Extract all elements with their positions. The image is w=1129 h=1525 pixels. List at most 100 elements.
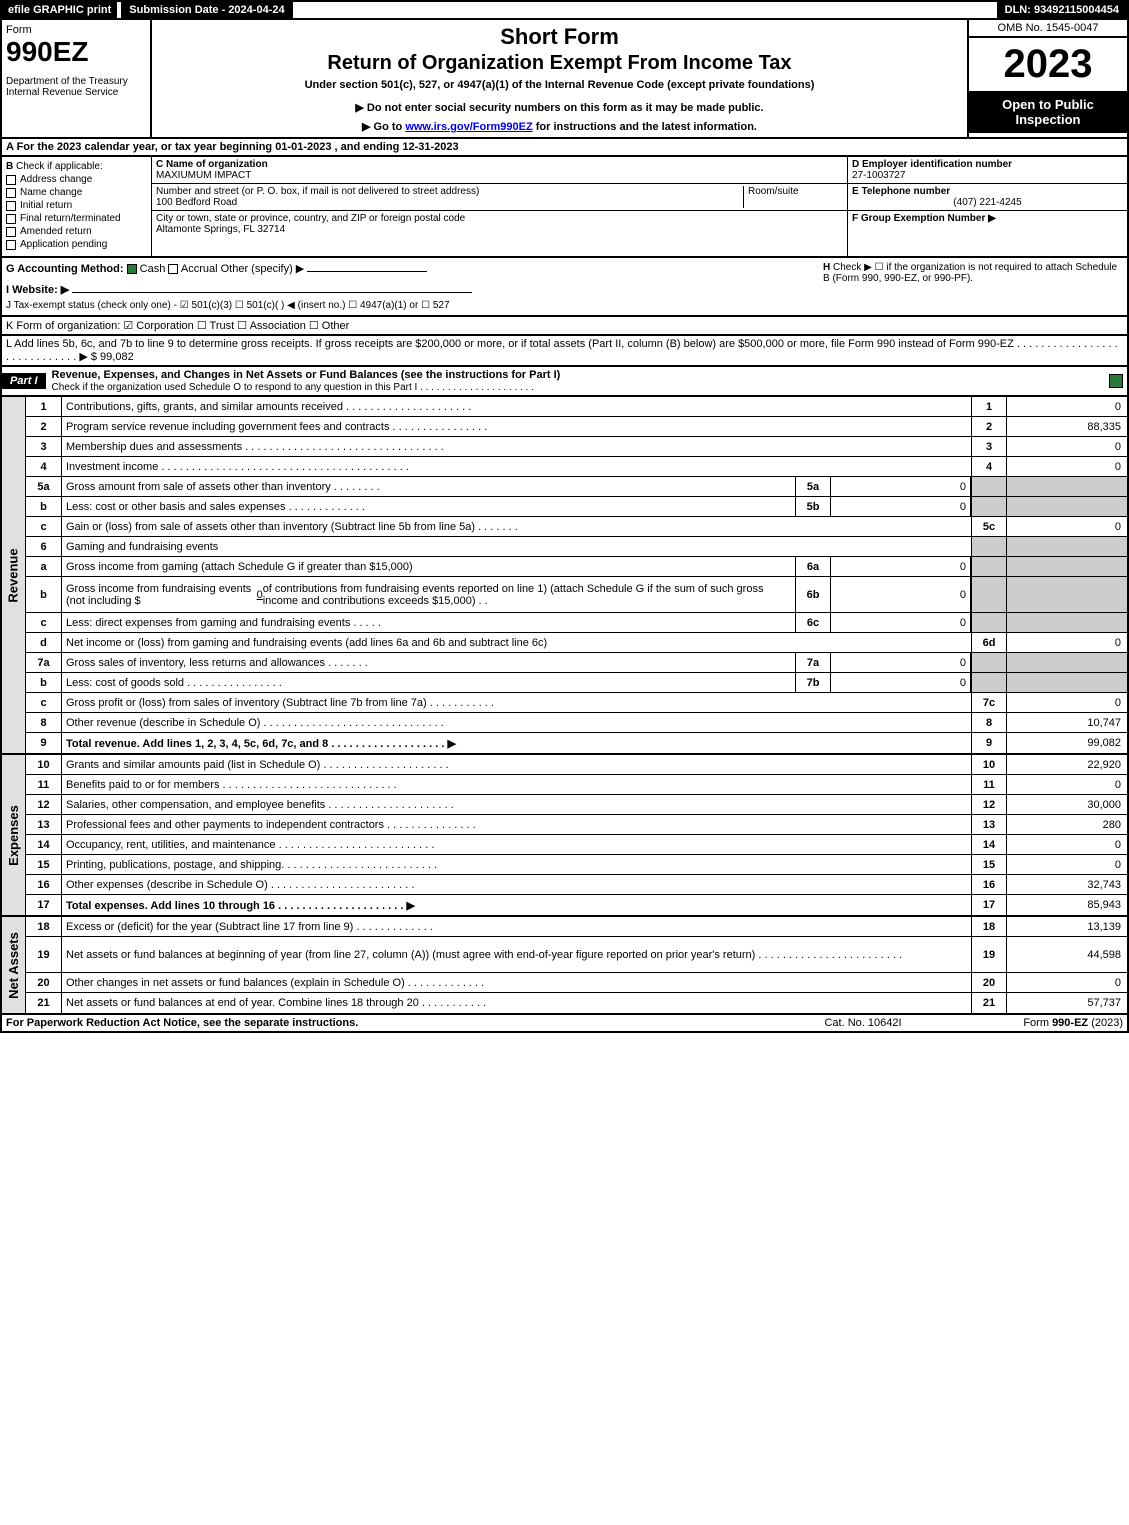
cat-no: Cat. No. 10642I bbox=[763, 1017, 963, 1029]
accrual-label: Accrual bbox=[181, 263, 218, 275]
checkbox-name-change[interactable] bbox=[6, 188, 16, 198]
checkbox-accrual[interactable] bbox=[168, 264, 178, 274]
line-8-desc: Other revenue (describe in Schedule O) .… bbox=[62, 713, 971, 732]
line-7a-shaded-val bbox=[1007, 653, 1127, 672]
line-14-desc: Occupancy, rent, utilities, and maintena… bbox=[62, 835, 971, 854]
part-1-checkbox[interactable] bbox=[1109, 374, 1123, 388]
line-5c-num: 5c bbox=[971, 517, 1007, 536]
line-12-num: 12 bbox=[971, 795, 1007, 814]
final-return-label: Final return/terminated bbox=[20, 213, 121, 224]
line-3-no: 3 bbox=[26, 437, 62, 456]
website-input[interactable] bbox=[72, 292, 472, 293]
line-6c-desc: Less: direct expenses from gaming and fu… bbox=[62, 613, 795, 632]
check-applicable-label: Check if applicable: bbox=[16, 161, 103, 172]
other-specify-input[interactable] bbox=[307, 271, 427, 272]
line-15-no: 15 bbox=[26, 855, 62, 874]
top-bar: efile GRAPHIC print Submission Date - 20… bbox=[0, 0, 1129, 20]
line-19-val: 44,598 bbox=[1007, 937, 1127, 972]
checkbox-amended-return[interactable] bbox=[6, 227, 16, 237]
line-20-num: 20 bbox=[971, 973, 1007, 992]
line-6c-no: c bbox=[26, 613, 62, 632]
line-7b-shaded-val bbox=[1007, 673, 1127, 692]
netassets-table: Net Assets 18Excess or (deficit) for the… bbox=[0, 917, 1129, 1015]
line-5c-val: 0 bbox=[1007, 517, 1127, 536]
line-6c-shaded-val bbox=[1007, 613, 1127, 632]
line-5b-sub: 5b bbox=[795, 497, 831, 516]
line-5a-sub: 5a bbox=[795, 477, 831, 496]
line-9-no: 9 bbox=[26, 733, 62, 753]
line-19-desc: Net assets or fund balances at beginning… bbox=[62, 937, 971, 972]
line-5c-no: c bbox=[26, 517, 62, 536]
checkbox-address-change[interactable] bbox=[6, 175, 16, 185]
line-11-val: 0 bbox=[1007, 775, 1127, 794]
line-4-num: 4 bbox=[971, 457, 1007, 476]
line-14-num: 14 bbox=[971, 835, 1007, 854]
line-6c-shaded bbox=[971, 613, 1007, 632]
line-21-num: 21 bbox=[971, 993, 1007, 1013]
ssn-warning: ▶ Do not enter social security numbers o… bbox=[156, 101, 963, 114]
line-1-val: 0 bbox=[1007, 397, 1127, 416]
line-16-val: 32,743 bbox=[1007, 875, 1127, 894]
line-7b-subval: 0 bbox=[831, 673, 971, 692]
line-5b-shaded bbox=[971, 497, 1007, 516]
irs-link[interactable]: www.irs.gov/Form990EZ bbox=[405, 121, 532, 133]
line-7b-desc: Less: cost of goods sold . . . . . . . .… bbox=[62, 673, 795, 692]
part-1-title-text: Revenue, Expenses, and Changes in Net As… bbox=[52, 369, 561, 381]
line-16-no: 16 bbox=[26, 875, 62, 894]
checkbox-application-pending[interactable] bbox=[6, 240, 16, 250]
line-6b-subval: 0 bbox=[831, 577, 971, 612]
line-6-shaded bbox=[971, 537, 1007, 556]
section-e-label: E Telephone number bbox=[852, 186, 1123, 197]
line-6-no: 6 bbox=[26, 537, 62, 556]
line-12-desc: Salaries, other compensation, and employ… bbox=[62, 795, 971, 814]
info-right: D Employer identification number 27-1003… bbox=[847, 157, 1127, 256]
line-3-desc: Membership dues and assessments . . . . … bbox=[62, 437, 971, 456]
line-4-desc: Investment income . . . . . . . . . . . … bbox=[62, 457, 971, 476]
revenue-label-text: Revenue bbox=[6, 548, 21, 602]
street-value: 100 Bedford Road bbox=[156, 197, 743, 208]
expenses-label-text: Expenses bbox=[6, 805, 21, 866]
name-change-label: Name change bbox=[20, 187, 82, 198]
line-5b-desc: Less: cost or other basis and sales expe… bbox=[62, 497, 795, 516]
short-form-title: Short Form bbox=[156, 24, 963, 50]
line-18-val: 13,139 bbox=[1007, 917, 1127, 936]
section-h-text: Check ▶ ☐ if the organization is not req… bbox=[823, 262, 1117, 284]
footer-form-prefix: Form bbox=[1023, 1017, 1052, 1029]
netassets-label-text: Net Assets bbox=[6, 932, 21, 999]
line-7b-sub: 7b bbox=[795, 673, 831, 692]
checkbox-initial-return[interactable] bbox=[6, 201, 16, 211]
form-title: Return of Organization Exempt From Incom… bbox=[156, 52, 963, 75]
line-4-val: 0 bbox=[1007, 457, 1127, 476]
part-1-header: Part I Revenue, Expenses, and Changes in… bbox=[0, 367, 1129, 397]
cash-label: Cash bbox=[140, 263, 166, 275]
line-21-val: 57,737 bbox=[1007, 993, 1127, 1013]
page-footer: For Paperwork Reduction Act Notice, see … bbox=[0, 1015, 1129, 1033]
ein-value: 27-1003727 bbox=[852, 170, 1123, 181]
form-subtitle: Under section 501(c), 527, or 4947(a)(1)… bbox=[156, 79, 963, 91]
line-17-desc: Total expenses. Add lines 10 through 16 … bbox=[62, 895, 971, 915]
line-19-no: 19 bbox=[26, 937, 62, 972]
line-7c-num: 7c bbox=[971, 693, 1007, 712]
tax-year: 2023 bbox=[969, 38, 1127, 91]
line-6b-no: b bbox=[26, 577, 62, 612]
line-7a-no: 7a bbox=[26, 653, 62, 672]
line-6d-num: 6d bbox=[971, 633, 1007, 652]
line-1-no: 1 bbox=[26, 397, 62, 416]
revenue-side-label: Revenue bbox=[2, 397, 26, 753]
section-g-h: G Accounting Method: Cash Accrual Other … bbox=[0, 258, 1129, 317]
line-2-val: 88,335 bbox=[1007, 417, 1127, 436]
line-6a-sub: 6a bbox=[795, 557, 831, 576]
line-2-no: 2 bbox=[26, 417, 62, 436]
section-b: B Check if applicable: Address change Na… bbox=[2, 157, 152, 256]
line-7a-subval: 0 bbox=[831, 653, 971, 672]
line-6b-desc1: Gross income from fundraising events (no… bbox=[66, 583, 257, 607]
line-7b-shaded bbox=[971, 673, 1007, 692]
omb-number: OMB No. 1545-0047 bbox=[969, 20, 1127, 38]
line-8-no: 8 bbox=[26, 713, 62, 732]
line-10-no: 10 bbox=[26, 755, 62, 774]
checkbox-final-return[interactable] bbox=[6, 214, 16, 224]
line-6c-subval: 0 bbox=[831, 613, 971, 632]
line-1-num: 1 bbox=[971, 397, 1007, 416]
department-label: Department of the Treasury Internal Reve… bbox=[6, 76, 146, 98]
checkbox-cash[interactable] bbox=[127, 264, 137, 274]
